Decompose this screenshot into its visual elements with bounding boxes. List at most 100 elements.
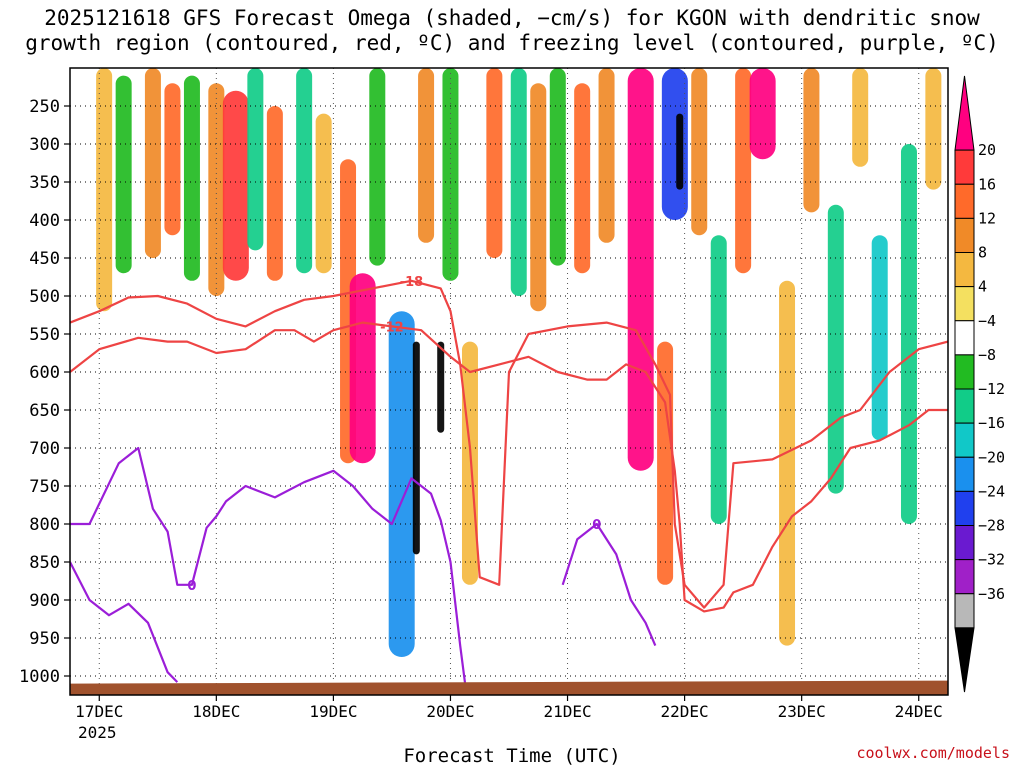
omega-cell [803,68,820,213]
colorbar-label: −32 [978,551,1005,569]
omega-cell [208,83,225,296]
omega-cell [486,68,503,258]
omega-cell [735,68,752,274]
colorbar-swatch [954,593,975,629]
omega-cell [900,144,917,524]
omega-cell [779,280,796,646]
omega-cell [676,113,684,190]
x-axis: 17DEC 2025 18DEC 19DEC 20DEC 21DEC 22DEC 23DEC 2… [75,695,943,742]
y-tick-label: 700 [29,439,60,459]
colorbar-swatch [954,75,975,151]
contour-label: -18 [400,275,424,290]
contour-lines: -18 -12 0 0 [70,275,948,684]
chart-title: 2025121618 GFS Forecast Omega (shaded, −… [0,6,1024,56]
colorbar-label: 4 [978,278,987,296]
colorbar-swatch [954,286,975,322]
colorbar-swatch [954,627,975,693]
colorbar-swatch [954,149,975,185]
colorbar-label: −28 [978,517,1005,535]
colorbar-label: −12 [978,380,1005,398]
omega-cell [749,68,776,160]
colorbar-label: 12 [978,209,996,227]
omega-cell [247,68,264,251]
x-tick-label: 17DEC [75,702,123,721]
y-tick-label: 250 [29,97,60,117]
y-tick-label: 650 [29,401,60,421]
omega-cell [266,106,283,281]
omega-cell [510,68,527,296]
colorbar-swatch [954,320,975,356]
y-tick-label: 600 [29,363,60,383]
omega-cell [827,204,844,494]
colorbar-swatch [954,456,975,492]
omega-shading [96,68,942,657]
omega-cell [598,68,615,243]
x-tick-label: 20DEC [426,702,474,721]
y-tick-label: 1000 [19,667,60,687]
omega-cell [442,68,459,281]
credit-link[interactable]: coolwx.com/models [856,744,1010,762]
contour-0b [561,522,657,647]
colorbar-swatch [954,525,975,561]
y-tick-label: 550 [29,325,60,345]
x-tick-label: 18DEC [192,702,240,721]
y-axis: 250 300 350 400 450 500 550 600 650 700 750 800 850 9… [19,97,70,687]
omega-cell [183,75,200,281]
colorbar-label: −4 [978,312,996,330]
colorbar-label: 8 [978,244,987,262]
omega-cell [925,68,942,190]
x-tick-label: 22DEC [661,702,709,721]
x-tick-label: 23DEC [778,702,826,721]
colorbar-swatch [954,354,975,390]
colorbar-label: −8 [978,346,996,364]
omega-cell [349,273,376,464]
terrain [70,680,948,695]
x-tick-label: 19DEC [309,702,357,721]
title-line-1: 2025121618 GFS Forecast Omega (shaded, −… [44,6,980,30]
omega-cell [574,83,591,274]
y-tick-label: 350 [29,173,60,193]
contour--12 [70,321,948,613]
omega-cell [691,68,708,236]
colorbar-swatch [954,183,975,219]
omega-cell [296,68,313,274]
colorbar-swatch [954,559,975,595]
omega-cell [369,68,386,266]
omega-cell [144,68,161,258]
contour-label: 0 [187,579,196,594]
colorbar-label: 20 [978,141,996,159]
x-tick-sublabel: 2025 [78,723,117,742]
contour--18 [70,279,948,609]
title-line-2: growth region (contoured, red, ºC) and f… [25,31,999,55]
contour-label: -12 [380,320,404,335]
y-tick-label: 750 [29,477,60,497]
omega-cell [437,341,445,433]
y-tick-label: 900 [29,591,60,611]
colorbar-label: −16 [978,414,1005,432]
omega-cell [412,341,420,555]
contour-0c [70,561,179,683]
colorbar-swatch [954,217,975,253]
ground [70,680,948,695]
colorbar: 20 16 12 8 4 −4 −8 −12 −16 −20 −24 −28 −32 −36 [954,75,1005,693]
colorbar-swatch [954,490,975,526]
omega-cell [530,83,547,312]
omega-cell [164,83,181,236]
colorbar-swatch [954,388,975,424]
omega-cell [627,68,654,471]
colorbar-label: −36 [978,585,1005,603]
omega-cell [657,341,674,585]
omega-cell [96,68,113,312]
omega-cell [549,68,566,266]
colorbar-label: −20 [978,448,1005,466]
omega-cell [115,75,132,274]
omega-cell [710,235,727,524]
omega-cell [388,311,415,657]
y-tick-label: 950 [29,629,60,649]
y-tick-label: 800 [29,515,60,535]
y-tick-label: 850 [29,553,60,573]
contour-label: 0 [592,518,601,533]
omega-cell [461,341,478,585]
y-tick-label: 300 [29,135,60,155]
